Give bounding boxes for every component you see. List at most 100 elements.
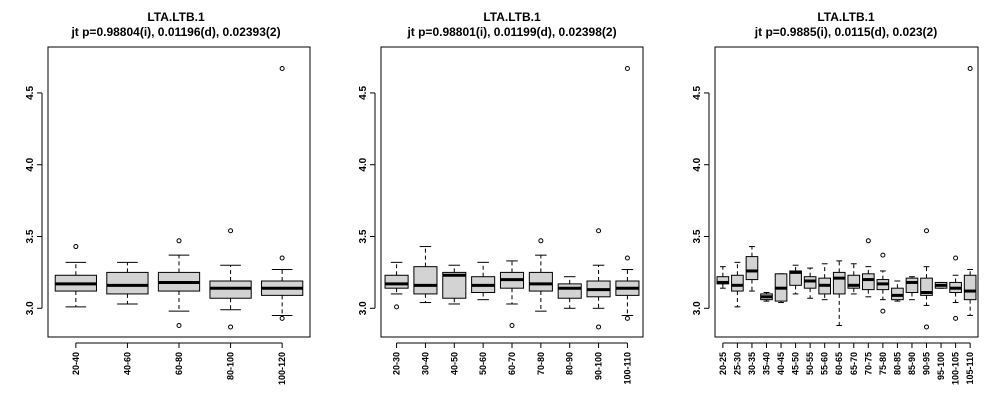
x-tick-label: 95-100 [936,352,946,380]
box-65-70 [847,263,861,295]
box-95-100 [934,281,948,289]
chart-panel-3: LTA.LTB.1jt p=0.9885(i), 0.0115(d), 0.02… [692,10,979,385]
box-body [528,271,553,292]
x-tick-label: 50-60 [478,352,488,375]
outlier-point [953,315,959,321]
x-tick-label: 40-45 [776,352,786,375]
box-55-60 [818,263,831,301]
box-35-40 [760,291,773,302]
x-tick-label: 75-80 [878,352,888,375]
box-body [832,271,846,295]
x-tick-label: 35-40 [761,352,771,375]
outlier-point [596,228,602,234]
y-tick-label: 3.5 [25,229,36,243]
chart-title: LTA.LTB.1 [147,10,205,24]
x-tick-label: 65-70 [849,352,859,375]
plot-frame [380,46,644,338]
x-tick-label: 30-35 [747,352,757,375]
outlier-point [924,324,930,330]
outlier-point [967,66,973,72]
plot-frame [47,46,311,338]
x-tick-label: 100-120 [277,352,287,385]
box-body [731,274,744,292]
outlier-point [924,228,930,234]
box-body [905,277,919,293]
box-30-35 [745,246,759,292]
box-80-90 [557,276,582,309]
box-20-25 [716,266,730,289]
x-tick-label: 30-40 [420,352,430,375]
y-tick-label: 3.5 [358,229,369,243]
box-30-40 [413,246,438,304]
outlier-point [880,308,886,314]
x-tick-label: 100-110 [622,352,632,385]
chart-title: LTA.LTB.1 [817,10,875,24]
box-90-95 [920,228,933,330]
y-tick-label: 3.0 [25,301,36,315]
box-20-40 [54,244,97,308]
chart-panel-1: LTA.LTB.1jt p=0.98804(i), 0.01196(d), 0.… [25,10,311,385]
box-body [413,266,438,295]
x-tick-label: 60-70 [507,352,517,375]
box-body [920,277,933,296]
box-40-45 [774,273,788,304]
box-body [557,283,582,299]
outlier-point [279,255,285,261]
box-body [384,274,409,289]
box-45-50 [789,264,802,295]
outlier-point [596,324,602,330]
x-tick-label: 60-80 [174,352,184,375]
box-body [106,271,149,295]
box-85-90 [905,276,919,301]
outlier-point [394,304,400,310]
plot-frame [714,46,979,338]
x-tick-label: 80-90 [565,352,575,375]
box-80-100 [209,228,252,330]
y-tick-label: 3.5 [692,229,703,243]
outlier-point [279,66,285,72]
box-60-70 [499,260,525,329]
y-tick-label: 4.5 [692,86,703,100]
x-tick-label: 70-80 [536,352,546,375]
box-body [745,256,759,281]
box-50-55 [803,267,817,299]
chart-title: LTA.LTB.1 [483,10,541,24]
x-tick-label: 90-100 [594,352,604,380]
outlier-point [624,255,630,261]
outlier-point [73,244,79,250]
box-80-85 [891,280,904,302]
box-60-80 [157,238,201,329]
y-tick-label: 3.0 [358,301,369,315]
x-tick-label: 60-65 [834,352,844,375]
x-tick-label: 50-55 [805,352,815,375]
box-75-80 [876,252,890,314]
box-25-30 [731,261,744,308]
x-tick-label: 55-60 [820,352,830,375]
outlier-point [865,238,871,244]
box-60-65 [832,260,846,327]
outlier-point [176,238,182,244]
chart-subtitle: jt p=0.9885(i), 0.0115(d), 0.023(2) [754,25,937,39]
box-50-60 [471,261,496,301]
outlier-point [624,315,630,321]
x-tick-label: 85-90 [907,352,917,375]
outlier-point [880,252,886,258]
x-tick-label: 100-105 [951,352,961,385]
outlier-point [953,255,959,261]
outlier-point [538,238,544,244]
y-tick-label: 4.0 [25,157,36,171]
outlier-point [624,66,630,72]
y-tick-label: 4.5 [358,86,369,100]
box-100-110 [615,66,640,321]
x-tick-label: 80-85 [892,352,902,375]
box-20-30 [384,261,409,310]
y-tick-label: 4.0 [692,157,703,171]
y-tick-label: 4.0 [358,157,369,171]
box-90-100 [586,228,611,330]
outlier-point [176,323,182,329]
box-70-75 [862,238,875,298]
x-tick-label: 80-100 [226,352,236,380]
x-tick-label: 20-25 [718,352,728,375]
